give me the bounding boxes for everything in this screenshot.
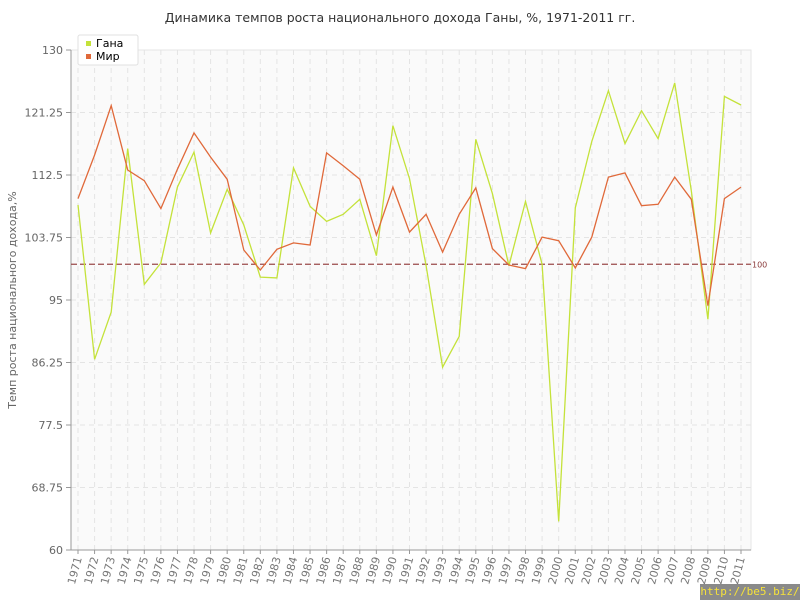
legend-swatch [86,54,91,59]
chart-title: Динамика темпов роста национального дохо… [164,10,636,25]
y-tick-label: 130 [42,44,63,57]
y-tick-label: 95 [49,294,63,307]
legend-label: Гана [96,37,123,50]
y-tick-label: 121.25 [25,107,64,120]
y-tick-label: 60 [49,544,63,557]
y-tick-label: 68.75 [32,482,64,495]
series-line-world [77,103,742,306]
series-line-ghana [77,82,742,522]
reference-line-label: 100 [752,260,767,269]
x-tick-label: 2011 [728,555,748,585]
y-tick-label: 86.25 [32,357,64,370]
grid [71,49,751,551]
reference-line-group: 100 [71,260,767,269]
y-tick-label: 112.5 [32,169,64,182]
y-tick-label: 103.75 [25,232,64,245]
legend-label: Мир [96,50,120,63]
y-tick-label: 77.5 [39,419,64,432]
legend-box [77,34,139,66]
axes [66,49,751,554]
legend-swatch [86,41,91,46]
series-group [77,82,742,522]
watermark: http://be5.biz/ [700,584,800,600]
y-axis-label: Темп роста национального дохода,% [6,191,19,409]
